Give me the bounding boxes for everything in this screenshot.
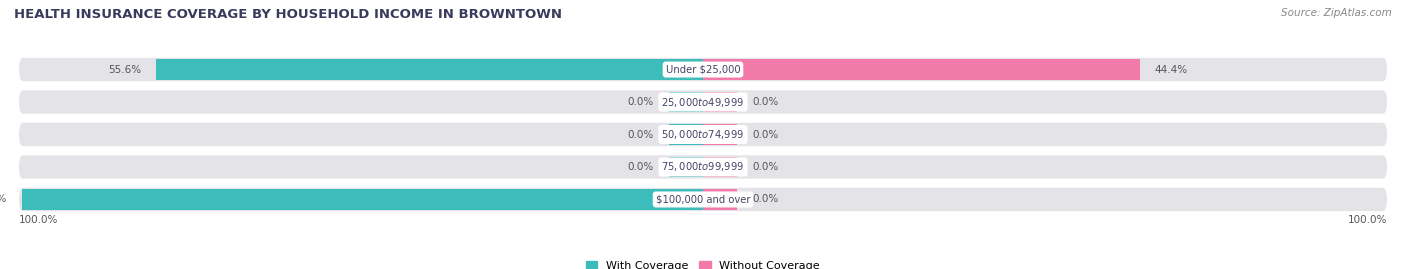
Legend: With Coverage, Without Coverage: With Coverage, Without Coverage (582, 256, 824, 269)
Text: 55.6%: 55.6% (108, 65, 141, 75)
Text: 0.0%: 0.0% (627, 129, 654, 140)
Bar (703, 157, 738, 177)
Text: HEALTH INSURANCE COVERAGE BY HOUSEHOLD INCOME IN BROWNTOWN: HEALTH INSURANCE COVERAGE BY HOUSEHOLD I… (14, 8, 562, 21)
Text: Under $25,000: Under $25,000 (665, 65, 741, 75)
Text: 44.4%: 44.4% (1154, 65, 1188, 75)
Text: 0.0%: 0.0% (752, 162, 779, 172)
FancyBboxPatch shape (18, 188, 1388, 211)
Text: 100.0%: 100.0% (1347, 215, 1388, 225)
Text: $100,000 and over: $100,000 and over (655, 194, 751, 204)
Bar (156, 59, 703, 80)
FancyBboxPatch shape (18, 123, 1388, 146)
Text: 0.0%: 0.0% (627, 162, 654, 172)
FancyBboxPatch shape (18, 58, 1388, 81)
Text: $25,000 to $49,999: $25,000 to $49,999 (661, 95, 745, 108)
Text: 0.0%: 0.0% (627, 97, 654, 107)
Text: 100.0%: 100.0% (0, 194, 7, 204)
Bar (669, 125, 703, 144)
Text: 100.0%: 100.0% (18, 215, 59, 225)
Bar (703, 125, 738, 144)
Text: 0.0%: 0.0% (752, 194, 779, 204)
Text: Source: ZipAtlas.com: Source: ZipAtlas.com (1281, 8, 1392, 18)
Bar (669, 157, 703, 177)
Bar (703, 59, 1140, 80)
Text: $75,000 to $99,999: $75,000 to $99,999 (661, 161, 745, 174)
Text: 0.0%: 0.0% (752, 97, 779, 107)
FancyBboxPatch shape (18, 155, 1388, 179)
FancyBboxPatch shape (18, 90, 1388, 114)
Text: 0.0%: 0.0% (752, 129, 779, 140)
Bar (703, 189, 738, 210)
Bar (22, 189, 703, 210)
Text: $50,000 to $74,999: $50,000 to $74,999 (661, 128, 745, 141)
Bar (703, 92, 738, 112)
Bar (669, 92, 703, 112)
